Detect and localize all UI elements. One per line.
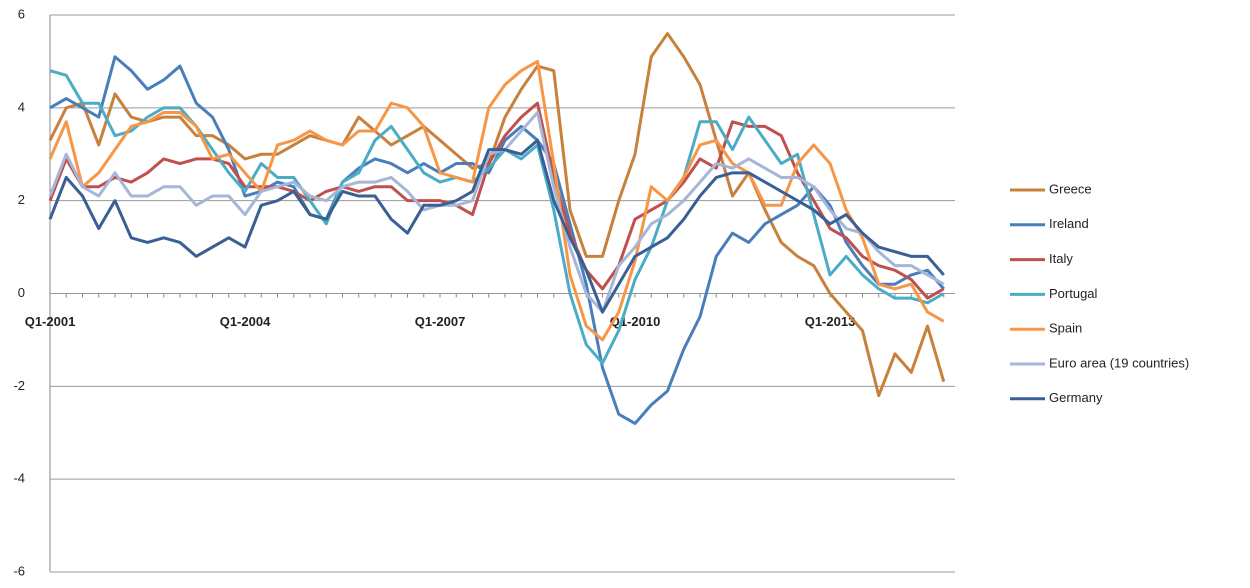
series-line bbox=[48, 110, 945, 314]
series-line bbox=[48, 138, 945, 314]
y-tick-label: 4 bbox=[18, 99, 25, 114]
legend-label: Germany bbox=[1049, 390, 1103, 405]
y-tick-label: -6 bbox=[13, 563, 25, 578]
y-tick-label: 6 bbox=[18, 6, 25, 21]
y-tick-label: 2 bbox=[18, 192, 25, 207]
x-tick-label: Q1-2013 bbox=[805, 314, 856, 329]
legend-label: Portugal bbox=[1049, 286, 1098, 301]
y-tick-label: 0 bbox=[18, 285, 25, 300]
y-tick-label: -4 bbox=[13, 471, 25, 486]
x-tick-label: Q1-2004 bbox=[220, 314, 271, 329]
series-line bbox=[48, 32, 946, 398]
y-tick-label: -2 bbox=[13, 378, 25, 393]
legend-label: Spain bbox=[1049, 321, 1082, 336]
series-line bbox=[48, 59, 945, 342]
x-tick-label: Q1-2001 bbox=[25, 314, 76, 329]
series-line bbox=[49, 55, 945, 425]
legend-label: Ireland bbox=[1049, 216, 1089, 231]
x-tick-label: Q1-2007 bbox=[415, 314, 466, 329]
legend-label: Greece bbox=[1049, 181, 1092, 196]
legend-label: Italy bbox=[1049, 251, 1073, 266]
legend-label: Euro area (19 countries) bbox=[1049, 355, 1189, 370]
